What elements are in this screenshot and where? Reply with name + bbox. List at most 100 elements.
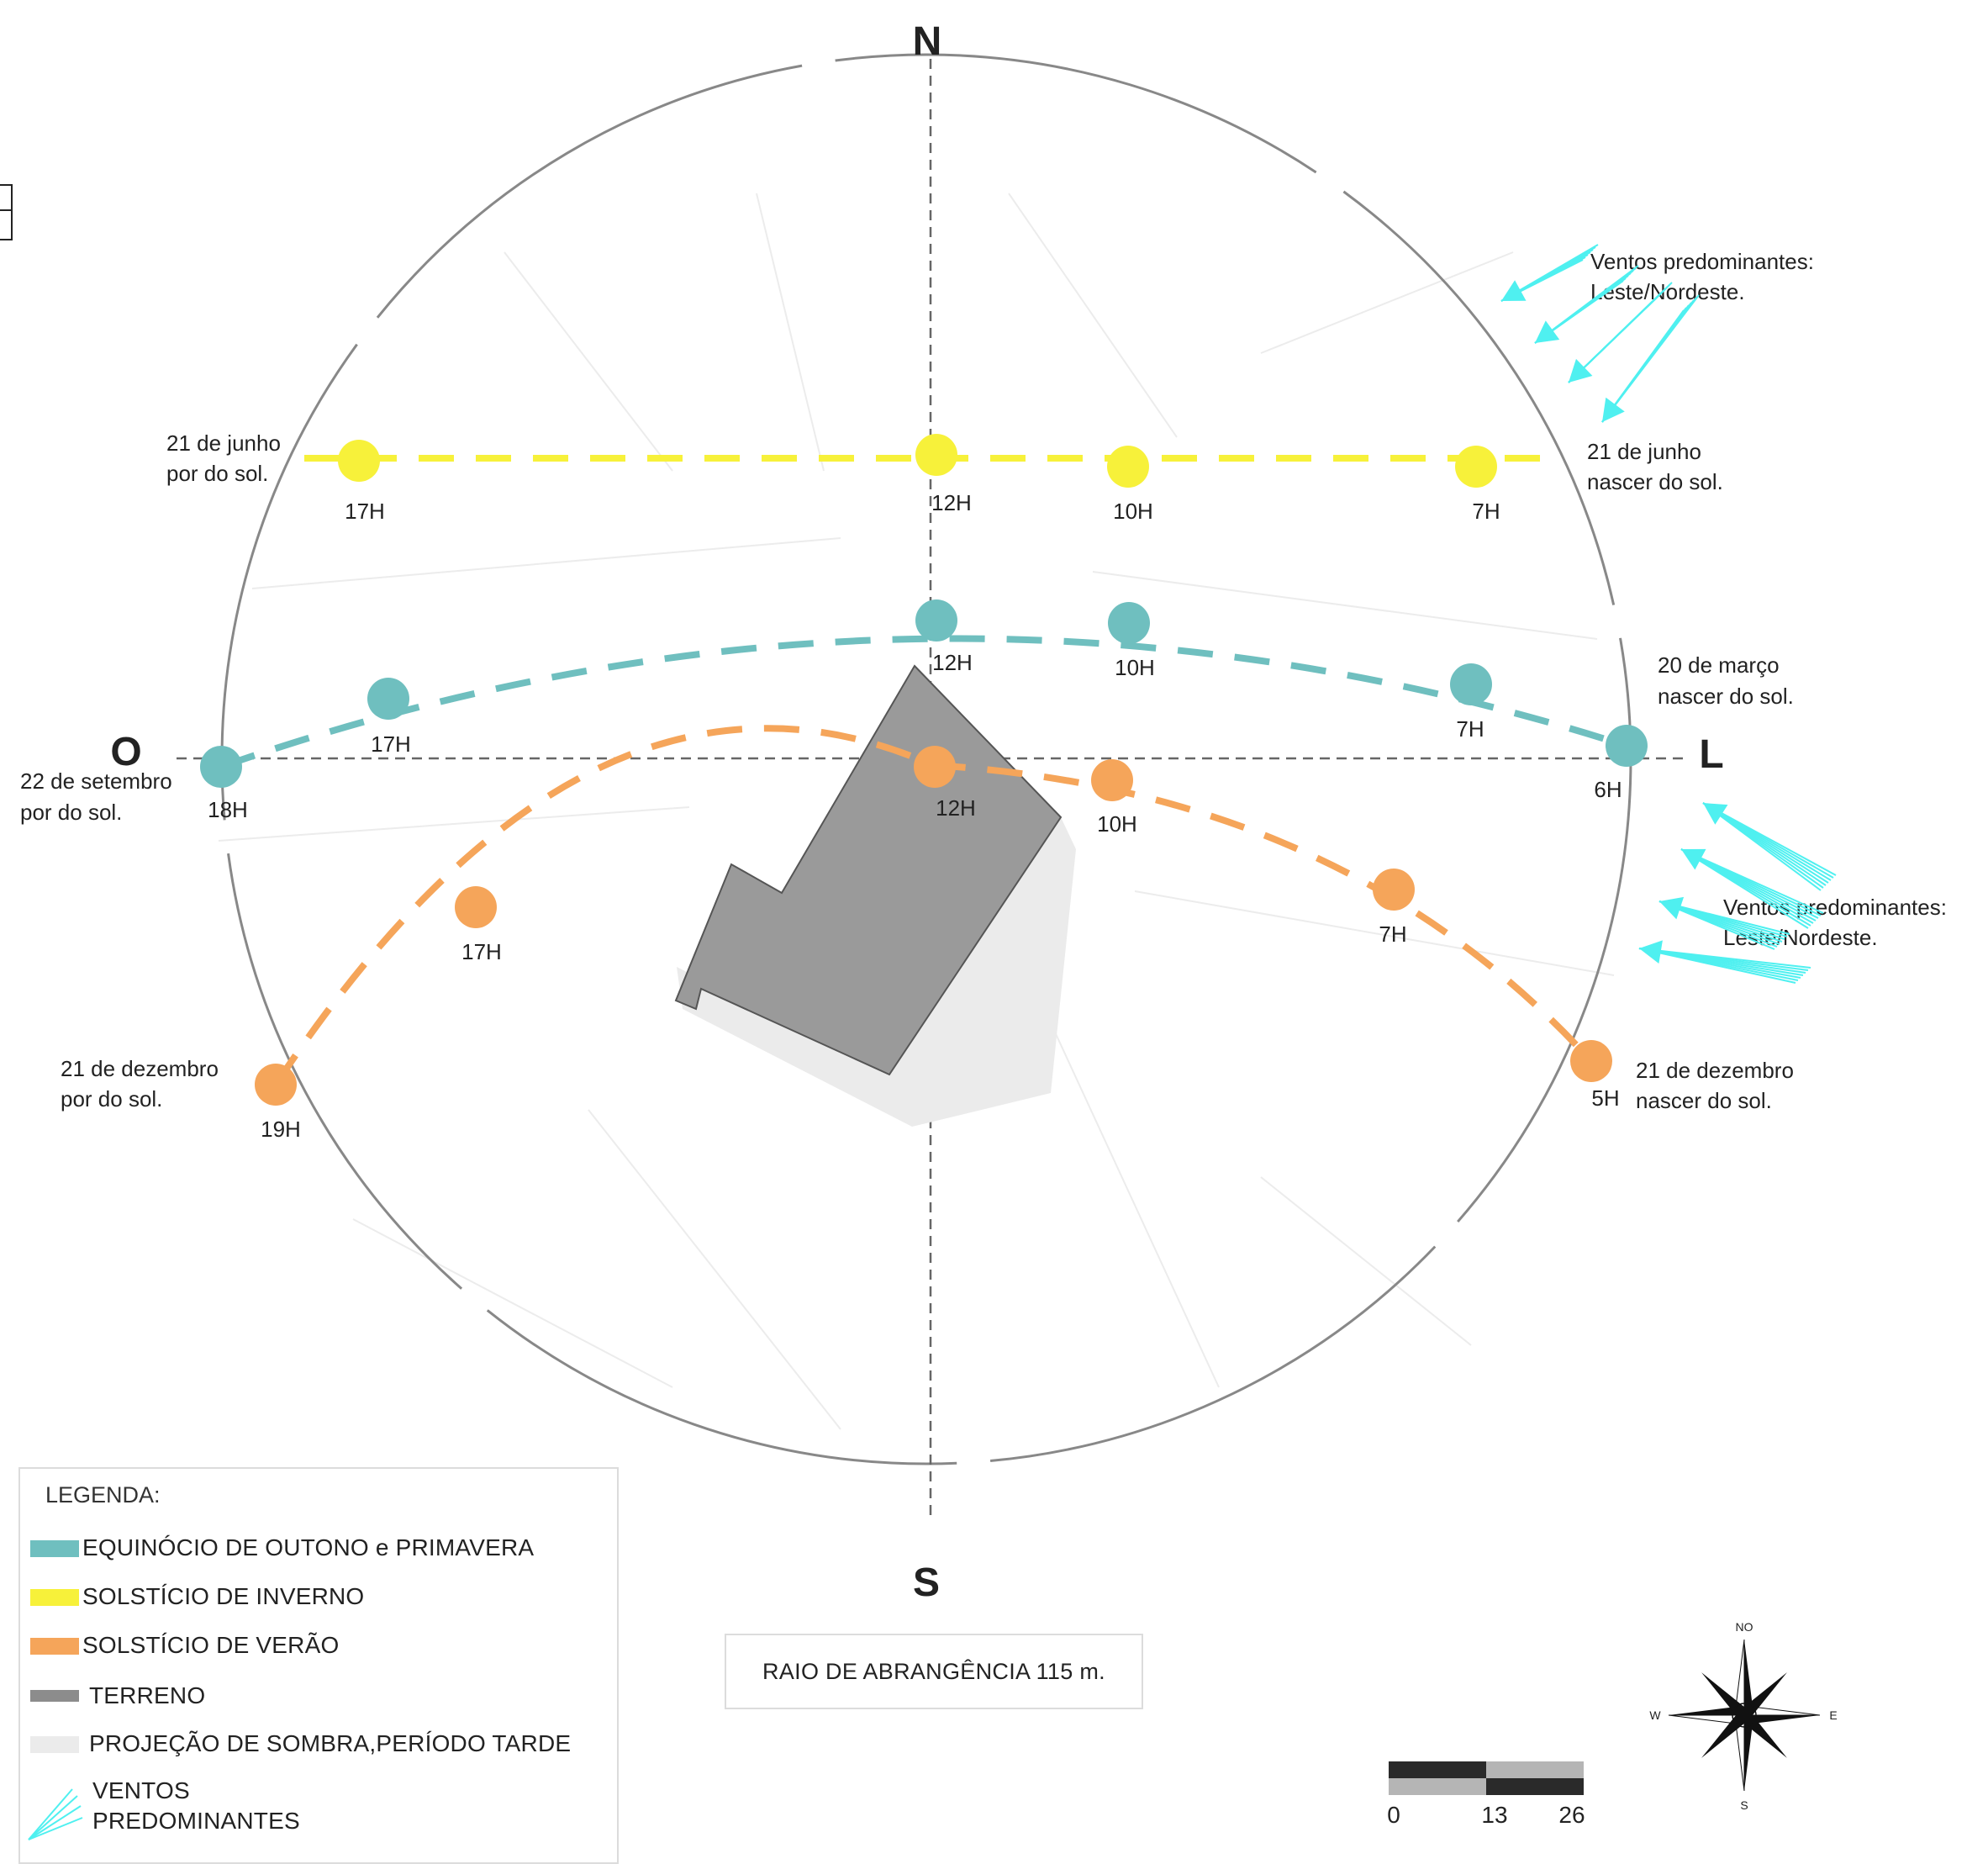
sun-paths: 17H 12H 10H 7H 18H 17H 12H 10H 7H 6H 19H 17H 12H 10H 7… bbox=[200, 434, 1648, 1142]
street-line bbox=[1134, 890, 1615, 976]
street-line bbox=[756, 193, 825, 472]
wind-arrow bbox=[1658, 896, 1790, 950]
equinox-hour-18: 18H bbox=[208, 797, 248, 822]
summer-hour-7: 7H bbox=[1379, 921, 1406, 947]
scale-label-0: 0 bbox=[1387, 1802, 1400, 1828]
legend-swatch-shadow bbox=[30, 1736, 79, 1753]
wind-upper-label-1: Ventos predominantes: bbox=[1590, 249, 1814, 274]
rose-w: W bbox=[1649, 1708, 1661, 1722]
equinox-end-label-2: nascer do sol. bbox=[1658, 684, 1794, 709]
equinox-path-line bbox=[219, 635, 1628, 770]
summer-hour-5: 5H bbox=[1591, 1085, 1619, 1111]
frame-mark bbox=[0, 184, 13, 240]
compass-west: O bbox=[110, 730, 141, 774]
radius-box: RAIO DE ABRANGÊNCIA 115 m. bbox=[725, 1634, 1143, 1709]
winter-hour-7: 7H bbox=[1472, 499, 1500, 524]
summer-sun-17H bbox=[455, 886, 497, 928]
equinox-hour-6: 6H bbox=[1594, 777, 1622, 802]
summer-sun-5H bbox=[1570, 1040, 1612, 1082]
wind-lower-label-1: Ventos predominantes: bbox=[1723, 895, 1947, 920]
wind-arrow bbox=[1638, 940, 1811, 984]
summer-sun-7H bbox=[1373, 869, 1415, 911]
summer-hour-12: 12H bbox=[936, 795, 976, 821]
winter-start-label-1: 21 de junho bbox=[166, 430, 281, 456]
winter-start-label-2: por do sol. bbox=[166, 461, 268, 486]
wind-upper-label-2: Leste/Nordeste. bbox=[1590, 279, 1745, 304]
rose-n: NO bbox=[1736, 1620, 1753, 1634]
wind-arrow bbox=[1680, 848, 1824, 929]
summer-start-label-2: por do sol. bbox=[61, 1086, 162, 1112]
legend-label-shadow: PROJEÇÃO DE SOMBRA,PERÍODO TARDE bbox=[89, 1730, 572, 1756]
winter-sun-10H bbox=[1107, 446, 1149, 488]
equinox-sun-12H bbox=[915, 599, 957, 642]
winter-hour-10: 10H bbox=[1113, 499, 1153, 524]
equinox-hour-12: 12H bbox=[932, 650, 973, 675]
legend-label-terrain: TERRENO bbox=[89, 1682, 206, 1708]
winter-hour-12: 12H bbox=[931, 490, 972, 515]
street-line bbox=[218, 806, 690, 842]
legend-swatch-terrain bbox=[30, 1690, 79, 1702]
equinox-end-label-1: 20 de março bbox=[1658, 652, 1780, 678]
winter-end-label-2: nascer do sol. bbox=[1587, 469, 1723, 494]
wind-arrow bbox=[1702, 802, 1837, 891]
scale-bar: 0 13 26 bbox=[1387, 1761, 1585, 1828]
wind-arrow bbox=[1568, 282, 1673, 383]
summer-end-label-1: 21 de dezembro bbox=[1636, 1058, 1794, 1083]
legend-label-winds-1: VENTOS bbox=[92, 1777, 190, 1803]
rose-s: S bbox=[1740, 1798, 1748, 1812]
equinox-start-label-1: 22 de setembro bbox=[20, 768, 172, 794]
street-line bbox=[1260, 1176, 1472, 1346]
shadow-projection bbox=[677, 817, 1076, 1127]
summer-sun-10H bbox=[1091, 759, 1133, 801]
winter-end-label-1: 21 de junho bbox=[1587, 439, 1701, 464]
street-line bbox=[1008, 193, 1178, 438]
scale-label-26: 26 bbox=[1558, 1802, 1585, 1828]
compass-north: N bbox=[913, 19, 942, 64]
compass-east: L bbox=[1699, 732, 1723, 777]
legend-label-winds-2: PREDOMINANTES bbox=[92, 1808, 300, 1834]
summer-sun-12H bbox=[914, 746, 956, 788]
legend-swatch-summer bbox=[30, 1638, 79, 1655]
legend-label-equinox: EQUINÓCIO DE OUTONO e PRIMAVERA bbox=[82, 1534, 535, 1560]
scale-label-13: 13 bbox=[1481, 1802, 1507, 1828]
equinox-sun-17H bbox=[367, 678, 409, 720]
equinox-hour-10: 10H bbox=[1115, 655, 1155, 680]
equinox-hour-7: 7H bbox=[1456, 716, 1484, 742]
wind-arrow bbox=[1500, 244, 1599, 302]
compass-rose-icon: NO S E W bbox=[1649, 1620, 1837, 1812]
street-line bbox=[352, 1218, 673, 1388]
summer-start-label-1: 21 de dezembro bbox=[61, 1056, 219, 1081]
wind-arrow bbox=[1534, 265, 1639, 344]
equinox-start-label-2: por do sol. bbox=[20, 800, 122, 825]
street-line bbox=[1092, 571, 1598, 640]
winter-hour-17: 17H bbox=[345, 499, 385, 524]
street-line bbox=[588, 1109, 841, 1430]
compass-south: S bbox=[913, 1560, 940, 1605]
street-line bbox=[504, 251, 673, 472]
winter-sun-7H bbox=[1455, 446, 1497, 488]
street-line bbox=[251, 537, 841, 589]
street-line bbox=[1260, 251, 1514, 354]
equinox-sun-7H bbox=[1450, 663, 1492, 705]
equinox-sun-10H bbox=[1108, 602, 1150, 644]
winter-sun-17H bbox=[338, 440, 380, 482]
summer-end-label-2: nascer do sol. bbox=[1636, 1088, 1772, 1113]
rose-e: E bbox=[1829, 1708, 1837, 1722]
summer-hour-19: 19H bbox=[261, 1117, 301, 1142]
wind-arrows bbox=[1500, 244, 1837, 984]
legend-swatch-equinox bbox=[30, 1540, 79, 1557]
equinox-sun-18H bbox=[200, 746, 242, 788]
summer-hour-10: 10H bbox=[1097, 811, 1137, 837]
summer-hour-17: 17H bbox=[461, 939, 502, 964]
legend-swatch-winter bbox=[30, 1589, 79, 1606]
equinox-sun-6H bbox=[1606, 725, 1648, 767]
legend-label-winter: SOLSTÍCIO DE INVERNO bbox=[82, 1583, 365, 1609]
legend-card: LEGENDA: EQUINÓCIO DE OUTONO e PRIMAVERA… bbox=[18, 1467, 619, 1864]
legend-title: LEGENDA: bbox=[45, 1482, 161, 1508]
summer-sun-19H bbox=[255, 1064, 297, 1106]
wind-arrow bbox=[1601, 294, 1700, 423]
legend-wind-icon bbox=[28, 1788, 83, 1840]
winter-sun-12H bbox=[915, 434, 957, 476]
legend-label-summer: SOLSTÍCIO DE VERÃO bbox=[82, 1632, 340, 1658]
